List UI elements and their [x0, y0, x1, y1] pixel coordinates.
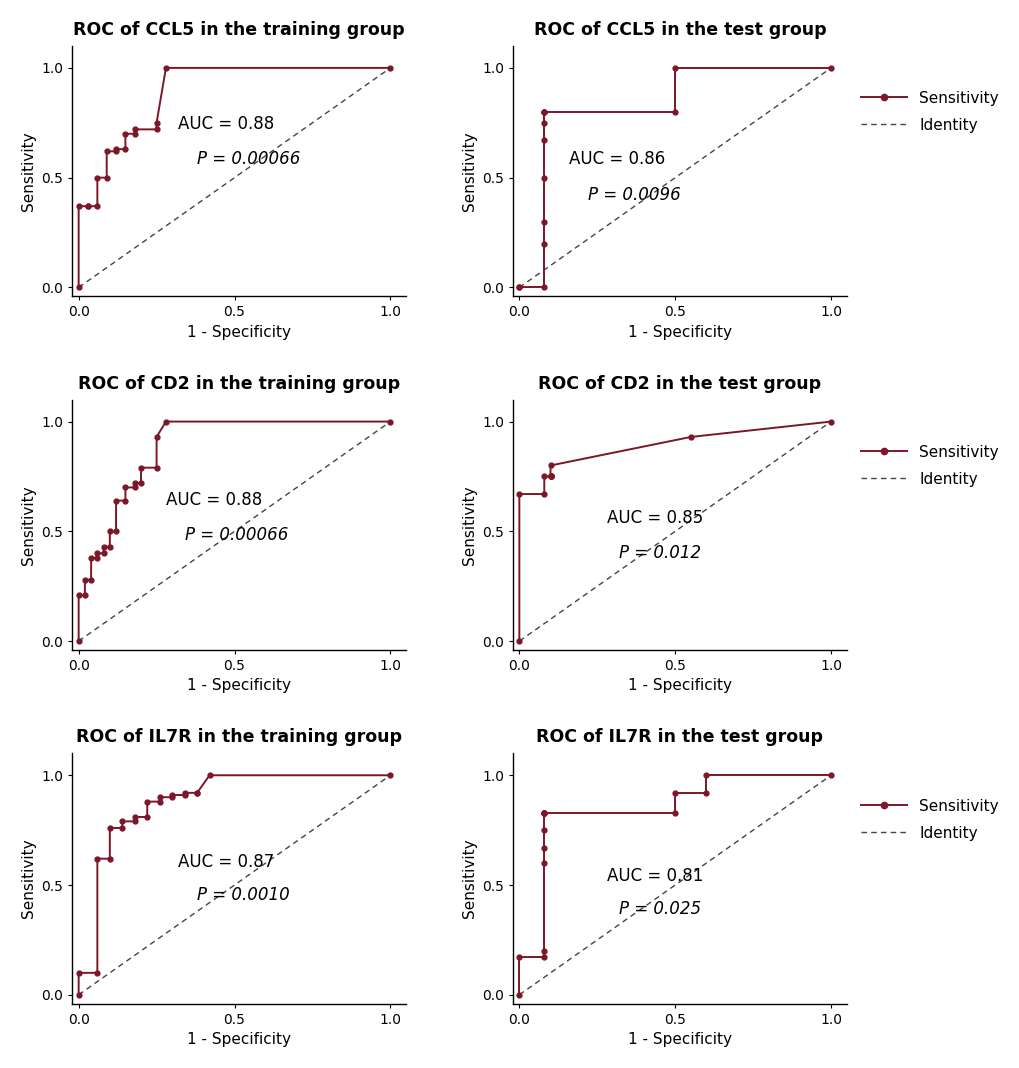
- Y-axis label: Sensitivity: Sensitivity: [20, 131, 36, 210]
- Text: P = 0.012: P = 0.012: [619, 544, 700, 562]
- Text: P = 0.00066: P = 0.00066: [197, 151, 301, 169]
- X-axis label: 1 - Specificity: 1 - Specificity: [187, 1032, 290, 1047]
- Legend: Sensitivity, Identity: Sensitivity, Identity: [860, 91, 998, 134]
- Y-axis label: Sensitivity: Sensitivity: [461, 838, 476, 918]
- Text: AUC = 0.88: AUC = 0.88: [178, 115, 274, 134]
- Y-axis label: Sensitivity: Sensitivity: [20, 838, 36, 918]
- Y-axis label: Sensitivity: Sensitivity: [461, 485, 476, 565]
- Legend: Sensitivity, Identity: Sensitivity, Identity: [860, 799, 998, 841]
- Title: ROC of IL7R in the training group: ROC of IL7R in the training group: [76, 728, 401, 747]
- Title: ROC of CD2 in the test group: ROC of CD2 in the test group: [538, 375, 820, 393]
- Text: P = 0.00066: P = 0.00066: [184, 527, 287, 544]
- Text: AUC = 0.88: AUC = 0.88: [166, 491, 262, 509]
- Text: P = 0.025: P = 0.025: [619, 899, 700, 917]
- Text: AUC = 0.86: AUC = 0.86: [569, 151, 664, 169]
- Title: ROC of CCL5 in the training group: ROC of CCL5 in the training group: [73, 21, 405, 38]
- Text: AUC = 0.85: AUC = 0.85: [606, 508, 702, 527]
- Title: ROC of CD2 in the training group: ROC of CD2 in the training group: [78, 375, 399, 393]
- X-axis label: 1 - Specificity: 1 - Specificity: [628, 678, 732, 693]
- Y-axis label: Sensitivity: Sensitivity: [20, 485, 36, 565]
- Text: AUC = 0.81: AUC = 0.81: [606, 866, 702, 884]
- Text: AUC = 0.87: AUC = 0.87: [178, 853, 274, 871]
- Text: P = 0.0096: P = 0.0096: [587, 186, 680, 204]
- Y-axis label: Sensitivity: Sensitivity: [461, 131, 476, 210]
- X-axis label: 1 - Specificity: 1 - Specificity: [628, 325, 732, 340]
- X-axis label: 1 - Specificity: 1 - Specificity: [628, 1032, 732, 1047]
- X-axis label: 1 - Specificity: 1 - Specificity: [187, 325, 290, 340]
- Title: ROC of IL7R in the test group: ROC of IL7R in the test group: [536, 728, 822, 747]
- X-axis label: 1 - Specificity: 1 - Specificity: [187, 678, 290, 693]
- Title: ROC of CCL5 in the test group: ROC of CCL5 in the test group: [533, 21, 825, 38]
- Text: P = 0.0010: P = 0.0010: [197, 886, 289, 905]
- Legend: Sensitivity, Identity: Sensitivity, Identity: [860, 444, 998, 487]
